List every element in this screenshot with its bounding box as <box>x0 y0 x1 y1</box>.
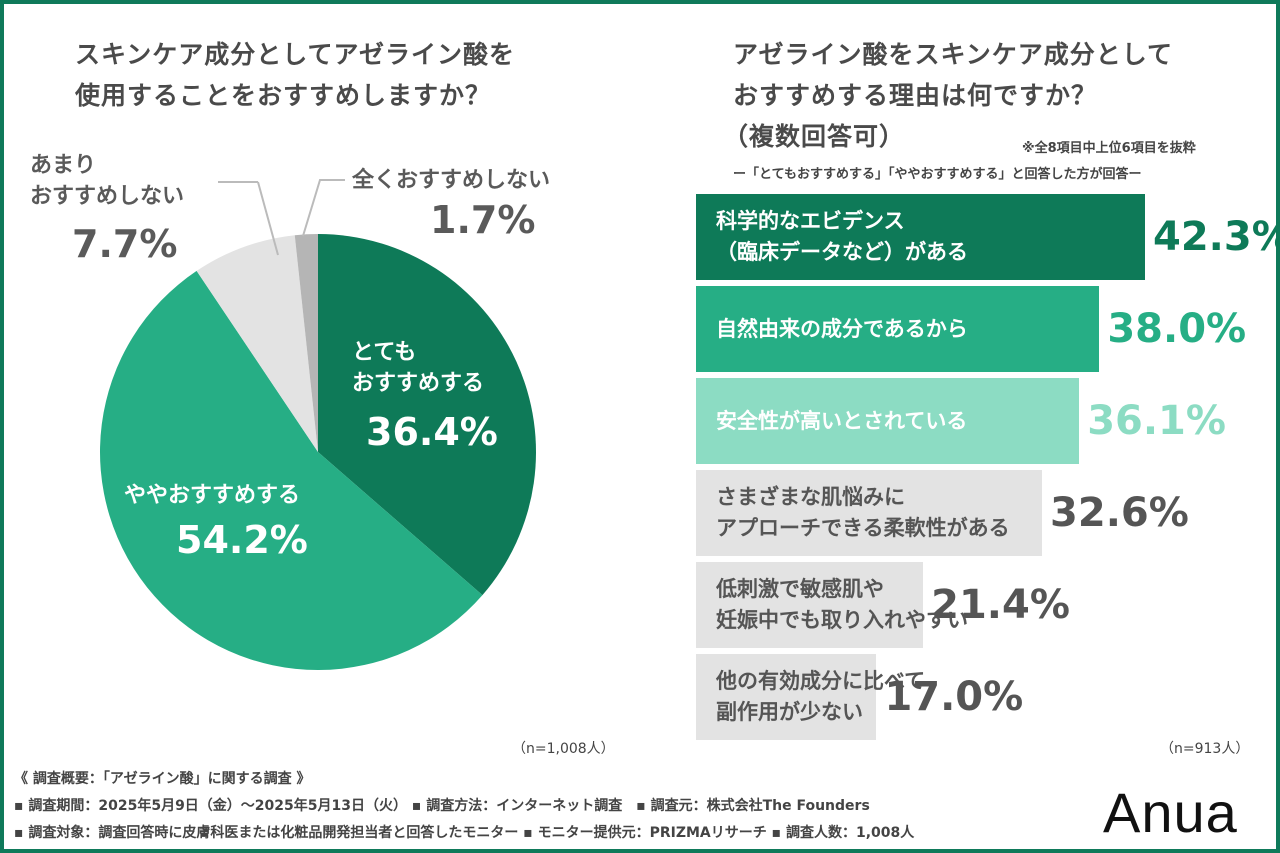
bar-title: アゼライン酸をスキンケア成分として おすすめする理由は何ですか？ （複数回答可） <box>723 34 1174 157</box>
bar-value: 21.4% <box>931 582 1070 628</box>
pie-title: スキンケア成分としてアゼライン酸を 使用することをおすすめしますか？ <box>75 34 515 116</box>
pie-slice-3 <box>294 234 318 452</box>
slice-value-not-at-all: 1.7% <box>430 198 536 242</box>
bar-note: ※全8項目中上位6項目を抜粋 <box>1022 141 1196 156</box>
bar-subtitle: ー「とてもおすすめする」「ややおすすめする」と回答した方が回答ー <box>733 167 1142 182</box>
pie-slice-1 <box>99 270 483 671</box>
bar-title-line: （複数回答可） <box>723 122 906 151</box>
pie-title-line: 使用することをおすすめしますか？ <box>75 81 492 110</box>
footer-line1: ▪ 調査期間：2025年5月9日（金）～2025年5月13日（火） ▪ 調査方法… <box>14 798 870 814</box>
bar-title-line: アゼライン酸をスキンケア成分として <box>733 40 1174 69</box>
leader-line <box>257 181 279 256</box>
bar-label-line: 自然由来の成分であるから <box>716 316 968 341</box>
bar-label: さまざまな肌悩みにアプローチできる柔軟性がある <box>716 470 1010 556</box>
slice-label-somewhat: ややおすすめする <box>124 483 301 508</box>
bar-5 <box>696 654 877 740</box>
bar-4 <box>696 562 924 648</box>
bar-value: 42.3% <box>1153 214 1280 260</box>
slice-label-not-at-all: 全くおすすめしない <box>352 168 551 193</box>
bar-2 <box>696 378 1080 464</box>
bar-label: 科学的なエビデンス （臨床データなど）がある <box>716 194 968 280</box>
slice-value-not-much: 7.7% <box>72 222 178 266</box>
bar-1 <box>696 286 1100 372</box>
pie-slice-0 <box>318 234 536 596</box>
bar-label-line: 低刺激で敏感肌や <box>716 577 884 601</box>
bar-label: 自然由来の成分であるから <box>716 286 968 372</box>
bar-label-line: さまざまな肌悩みに <box>716 485 905 509</box>
bar-label: 安全性が高いとされている <box>716 378 967 464</box>
bar-label-line: （臨床データなど）がある <box>716 240 968 264</box>
bar-0 <box>696 194 1145 280</box>
bar-n-label: （n=913人） <box>1160 741 1250 757</box>
bar-value: 38.0% <box>1107 306 1247 352</box>
pie-n-label: （n=1,008人） <box>512 741 615 757</box>
bar-label-line: 他の有効成分に比べて <box>716 669 926 693</box>
bar-label-line: アプローチできる柔軟性がある <box>716 516 1010 540</box>
bar-3 <box>696 470 1043 556</box>
bar-label: 低刺激で敏感肌や妊娠中でも取り入れやすい <box>716 562 968 648</box>
slice-value-somewhat: 54.2% <box>176 518 308 562</box>
bar-value: 17.0% <box>884 674 1024 720</box>
bar-label-line: 副作用が少ない <box>716 700 863 724</box>
bar-value: 36.1% <box>1087 398 1226 444</box>
bar-label-line: 科学的なエビデンス <box>716 209 905 233</box>
pie-title-line: スキンケア成分としてアゼライン酸を <box>75 40 516 69</box>
slice-label-not-much: あまり おすすめしない <box>30 153 185 209</box>
bar-title-line: おすすめする理由は何ですか？ <box>733 81 1098 110</box>
slice-label-very: とても おすすめする <box>352 340 485 396</box>
leader-line <box>302 179 345 237</box>
bar-label: 他の有効成分に比べて 副作用が少ない <box>716 654 925 740</box>
footer-heading: 《 調査概要：「アゼライン酸」に関する調査 》 <box>14 771 311 787</box>
slice-value-very: 36.4% <box>366 410 498 454</box>
bar-value: 32.6% <box>1050 490 1189 536</box>
bar-label-line: 妊娠中でも取り入れやすい <box>716 608 968 632</box>
pie-slice-2 <box>196 235 318 452</box>
anua-logo: Anua <box>1103 781 1238 844</box>
bar-label-line: 安全性が高いとされている <box>716 408 968 433</box>
footer-line2: ▪ 調査対象：調査回答時に皮膚科医または化粧品開発担当者と回答したモニター ▪ … <box>14 825 915 841</box>
